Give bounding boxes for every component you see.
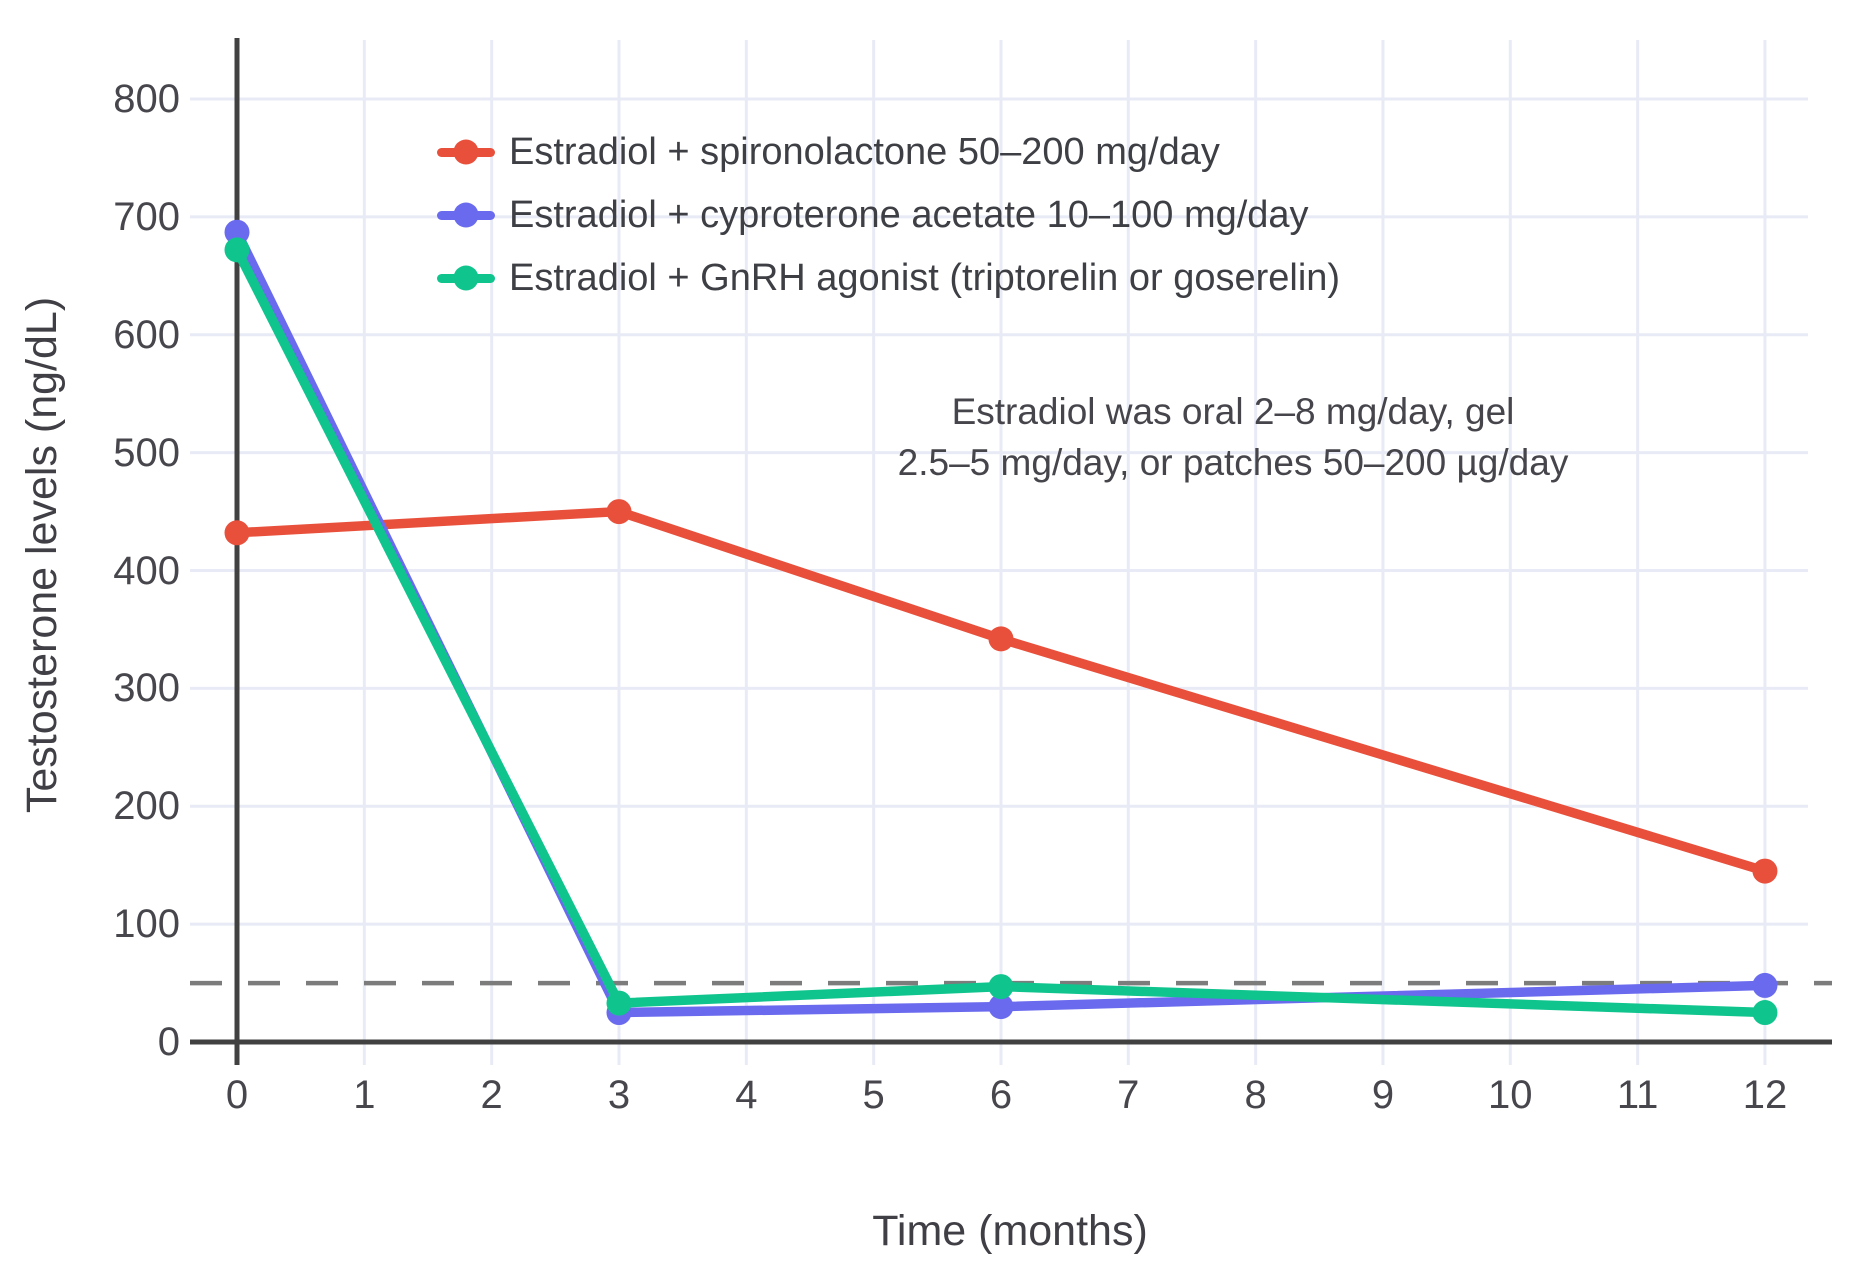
data-point-cyproterone-month-0 [224,219,250,245]
annotation-estradiol-note: Estradiol was oral 2–8 mg/day, gel 2.5–5… [783,386,1683,488]
x-tick-label-12: 12 [1742,1073,1788,1117]
x-tick-label-9: 9 [1371,1073,1395,1117]
y-tick-label-300: 300 [113,666,180,711]
x-axis-title: Time (months) [872,1207,1148,1255]
x-tick-label-1: 1 [353,1073,376,1117]
series-line-gnrh-agonist [232,245,1770,1018]
data-point-gnrh-agonist-month-6 [988,974,1014,1000]
legend-line-marker-gnrh-agonist [437,265,495,291]
x-tick-label-2: 2 [480,1073,503,1117]
y-tick-label-700: 700 [113,194,180,239]
data-point-gnrh-agonist-month-3 [606,990,632,1016]
legend-item-spironolactone: Estradiol + spironolactone 50–200 mg/day [437,128,1340,176]
legend-line-marker-cyproterone [437,202,495,228]
legend-dot-cyproterone [453,202,479,228]
y-tick-label-600: 600 [113,312,180,357]
legend-dot-spironolactone [453,139,479,165]
annotation-line-2: 2.5–5 mg/day, or patches 50–200 µg/day [897,442,1569,483]
x-tick-label-4: 4 [735,1073,758,1117]
data-point-spironolactone-month-3 [606,499,632,525]
x-tick-label-8: 8 [1244,1073,1267,1117]
legend-label-cyproterone: Estradiol + cyproterone acetate 10–100 m… [509,193,1309,236]
data-point-cyproterone-month-6 [988,994,1014,1020]
y-tick-label-0: 0 [157,1020,180,1064]
data-point-cyproterone-month-12 [1752,972,1778,998]
data-point-spironolactone-month-12 [1752,858,1778,884]
x-tick-label-6: 6 [989,1073,1013,1117]
y-tick-label-800: 800 [113,77,180,121]
x-tick-label-10: 10 [1488,1073,1533,1117]
data-point-gnrh-agonist-month-0 [224,237,250,263]
legend-label-gnrh-agonist: Estradiol + GnRH agonist (triptorelin or… [509,256,1341,299]
legend-dot-gnrh-agonist [453,265,479,291]
x-tick-label-5: 5 [862,1073,885,1117]
annotation-line-1: Estradiol was oral 2–8 mg/day, gel [951,391,1515,432]
x-tick-label-7: 7 [1117,1073,1140,1117]
y-tick-label-100: 100 [113,902,180,947]
x-tick-label-0: 0 [225,1073,249,1117]
y-tick-label-500: 500 [113,430,180,475]
x-tick-label-11: 11 [1616,1073,1659,1117]
y-tick-label-200: 200 [113,784,180,829]
y-tick-label-400: 400 [113,548,180,593]
legend-item-gnrh-agonist: Estradiol + GnRH agonist (triptorelin or… [437,254,1340,302]
x-tick-label-3: 3 [607,1073,631,1117]
legend-label-spironolactone: Estradiol + spironolactone 50–200 mg/day [509,130,1220,173]
legend: Estradiol + spironolactone 50–200 mg/day… [437,128,1340,317]
series-line-spironolactone [232,506,1770,876]
data-point-spironolactone-month-0 [224,520,250,546]
data-point-gnrh-agonist-month-12 [1752,1000,1778,1026]
legend-item-cyproterone: Estradiol + cyproterone acetate 10–100 m… [437,191,1340,239]
legend-line-marker-spironolactone [437,139,495,165]
data-point-spironolactone-month-6 [988,626,1014,652]
